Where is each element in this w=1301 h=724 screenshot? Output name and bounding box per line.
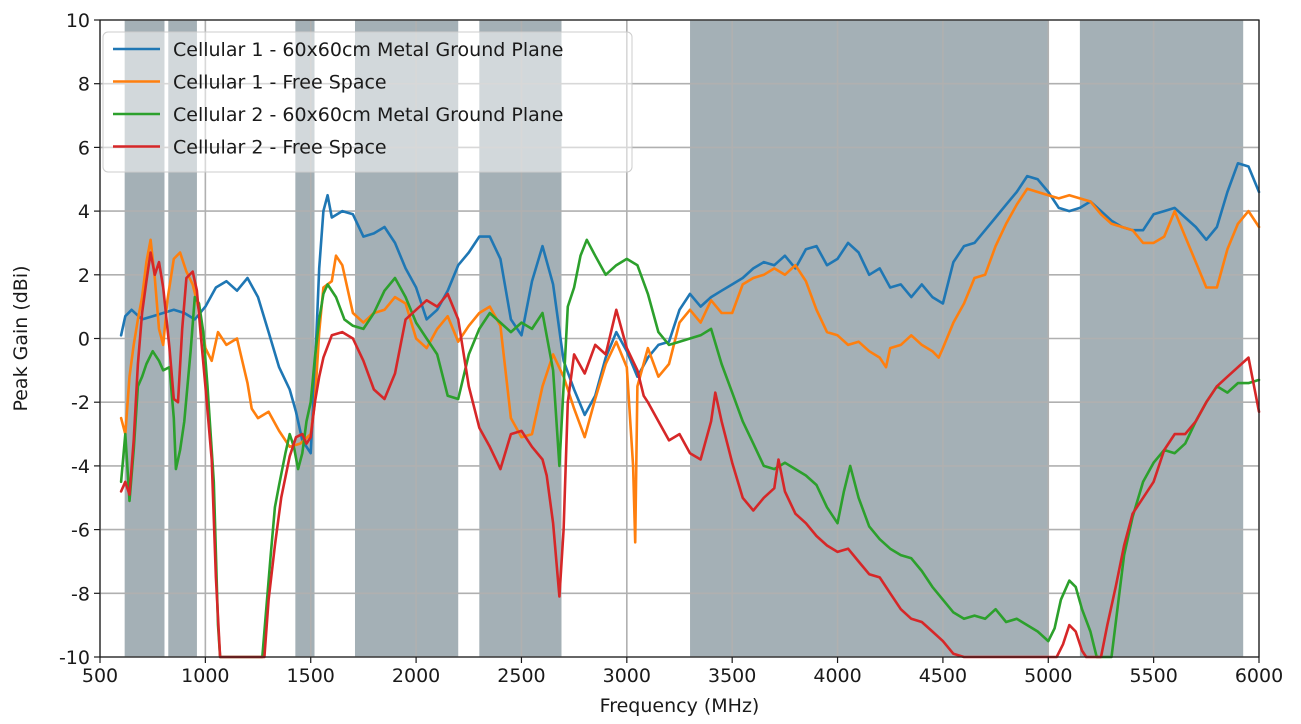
- x-axis-label: Frequency (MHz): [600, 695, 760, 717]
- legend-entry-1: Cellular 1 - Free Space: [173, 72, 387, 94]
- y-tick-label-4: -2: [71, 392, 90, 414]
- series-line-1: [119, 187, 1261, 544]
- x-tick-label-10: 5500: [1129, 665, 1177, 687]
- y-tick-label-2: -6: [71, 520, 90, 542]
- legend-entry-0: Cellular 1 - 60x60cm Metal Ground Plane: [173, 39, 563, 61]
- y-tick-label-3: -4: [71, 456, 90, 478]
- x-tick-label-9: 5000: [1024, 665, 1072, 687]
- y-tick-label-8: 6: [78, 137, 90, 159]
- x-tick-label-1: 1000: [181, 665, 229, 687]
- y-tick-label-6: 2: [78, 265, 90, 287]
- x-tick-label-0: 500: [82, 665, 118, 687]
- x-tick-label-5: 3000: [603, 665, 651, 687]
- x-tick-label-6: 3500: [708, 665, 756, 687]
- x-tick-label-8: 4500: [919, 665, 967, 687]
- y-tick-label-9: 8: [78, 74, 90, 96]
- y-axis-ticks: -10 -8 -6 -4 -2 0 2 4 6 8 10: [59, 10, 100, 669]
- y-tick-label-10: 10: [66, 10, 90, 32]
- legend-entry-2: Cellular 2 - 60x60cm Metal Ground Plane: [173, 104, 563, 126]
- x-tick-label-3: 2000: [392, 665, 440, 687]
- x-axis-ticks: 500 1000 1500 2000 2500 3000 3500 4000 4500 5000 5…: [82, 657, 1283, 687]
- y-axis-label: Peak Gain (dBi): [10, 265, 32, 411]
- x-tick-label-2: 1500: [287, 665, 335, 687]
- series-line-3: [119, 251, 1261, 659]
- legend: Cellular 1 - 60x60cm Metal Ground Plane C…: [102, 31, 633, 173]
- y-tick-label-5: 0: [78, 329, 90, 351]
- y-tick-label-7: 4: [78, 201, 90, 223]
- x-tick-label-4: 2500: [497, 665, 545, 687]
- y-tick-label-0: -10: [59, 647, 90, 669]
- x-tick-label-7: 4000: [813, 665, 861, 687]
- legend-box: [102, 31, 633, 173]
- legend-entry-3: Cellular 2 - Free Space: [173, 137, 387, 159]
- y-tick-label-1: -8: [71, 583, 90, 605]
- x-tick-label-11: 6000: [1235, 665, 1283, 687]
